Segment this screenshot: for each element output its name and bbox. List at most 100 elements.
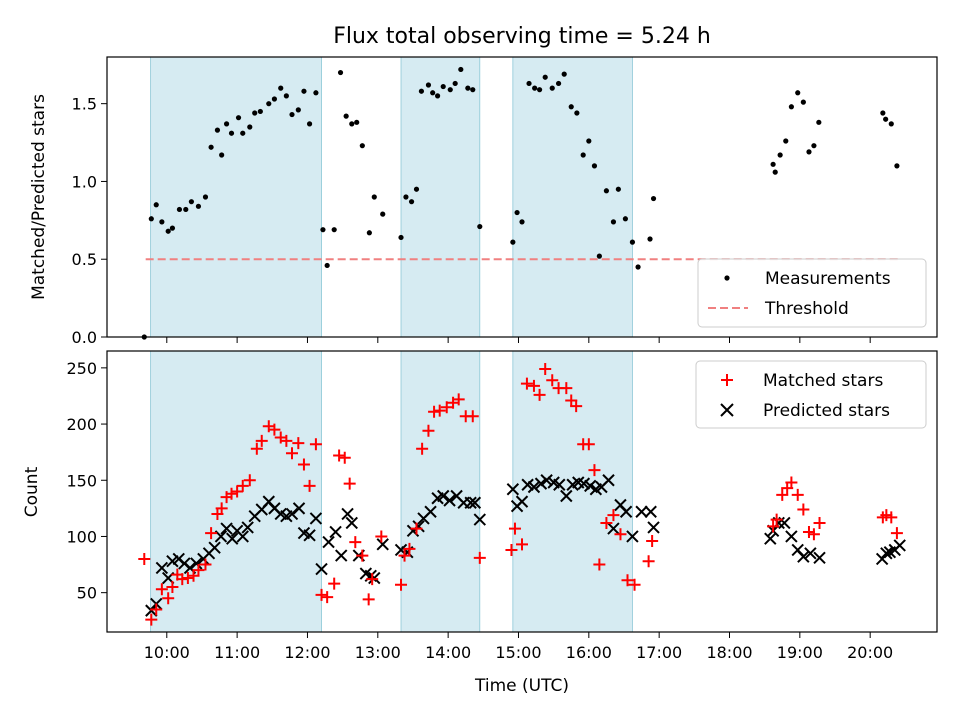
measurement-point <box>425 82 432 88</box>
predicted-star-point <box>236 530 249 543</box>
predicted-star-point <box>534 477 548 490</box>
legend-predicted-label: Predicted stars <box>763 401 890 421</box>
top-shaded-intervals <box>150 56 633 338</box>
matched-star-point <box>145 613 158 626</box>
matched-star-point <box>508 522 521 535</box>
measurement-point <box>343 113 349 119</box>
predicted-star-point <box>376 538 389 551</box>
measurement-point <box>324 262 330 269</box>
predicted-star-point <box>473 513 487 526</box>
measurement-point <box>398 234 404 241</box>
predicted-star-point <box>647 521 660 534</box>
measurement-point <box>208 144 214 150</box>
predicted-star-point <box>785 530 798 543</box>
matched-star-point <box>466 410 479 423</box>
predicted-star-point <box>220 522 233 535</box>
predicted-star-point <box>764 532 777 545</box>
measurement-point <box>153 202 159 208</box>
measurement-point <box>788 104 794 110</box>
measurement-point <box>536 87 543 93</box>
measurement-point <box>622 216 628 222</box>
measurement-point <box>176 206 183 213</box>
matched-star-point <box>215 502 228 515</box>
measurement-point <box>266 101 272 107</box>
matched-star-point <box>539 362 552 375</box>
measurement-point <box>240 130 246 136</box>
matched-star-point <box>807 528 820 541</box>
matched-star-point <box>885 511 898 524</box>
predicted-star-point <box>437 489 450 503</box>
predicted-star-point <box>341 507 354 521</box>
measurement-point <box>278 85 284 91</box>
measurement-point <box>247 124 253 130</box>
predicted-star-point <box>560 489 573 503</box>
matched-star-point <box>199 558 212 571</box>
measurement-point <box>477 223 483 230</box>
x-tick-label: 18:00 <box>706 643 752 662</box>
measurement-point <box>603 188 610 194</box>
measurement-point <box>806 149 812 155</box>
measurement-point <box>549 85 555 91</box>
top-y-tick-label: 1.5 <box>72 95 97 114</box>
top-shaded-interval <box>400 56 481 338</box>
x-tick-label: 15:00 <box>495 643 541 662</box>
measurement-point <box>519 219 525 225</box>
matched-star-point <box>422 424 435 437</box>
matched-star-point <box>546 374 559 387</box>
matched-star-point <box>255 434 268 447</box>
legend-measurements-marker <box>724 275 730 281</box>
measurement-point <box>403 194 409 200</box>
matched-star-point <box>593 558 606 571</box>
predicted-star-point <box>424 505 437 518</box>
matched-star-point <box>166 581 179 594</box>
matched-star-point <box>205 527 218 540</box>
measurement-point <box>880 110 886 116</box>
predicted-star-point <box>635 505 648 518</box>
matched-star-point <box>155 583 168 596</box>
top-plot-frame <box>106 56 938 338</box>
measurement-point <box>371 194 377 200</box>
top-legend: Measurements Threshold <box>697 258 927 328</box>
matched-star-point <box>138 552 151 565</box>
x-tick-label: 17:00 <box>636 643 682 662</box>
measurement-point <box>888 121 894 127</box>
matched-star-point <box>231 485 244 498</box>
measurement-point <box>337 69 344 76</box>
measurement-point <box>235 115 242 121</box>
predicted-star-point <box>309 512 323 525</box>
top-y-tick-label: 1.0 <box>72 172 97 191</box>
bottom-shaded-interval <box>512 350 633 633</box>
top-panel: 0.0 0.5 1.0 1.5 Matched/Predicted stars Mea… <box>29 56 938 347</box>
predicted-star-point <box>335 549 348 562</box>
predicted-star-point <box>368 571 381 585</box>
predicted-star-point <box>322 535 335 549</box>
matched-star-point <box>338 451 351 464</box>
matched-star-point <box>162 592 175 605</box>
matched-star-point <box>356 549 369 562</box>
measurement-point <box>183 206 189 213</box>
matched-star-point <box>309 438 322 451</box>
measurement-point <box>430 90 436 96</box>
measurement-point <box>510 239 516 245</box>
matched-star-point <box>767 520 780 533</box>
measurement-point <box>202 194 209 200</box>
matched-star-point <box>570 400 583 413</box>
x-tick-label: 14:00 <box>425 643 471 662</box>
measurement-point <box>615 186 621 192</box>
chart-title: Flux total observing time = 5.24 h <box>333 24 711 49</box>
measurement-point <box>470 87 476 93</box>
matched-star-point <box>646 534 659 547</box>
matched-star-point <box>349 536 362 549</box>
matched-star-point <box>582 438 595 451</box>
matched-star-point <box>250 442 263 455</box>
predicted-star-point <box>813 551 826 565</box>
measurement-point <box>777 152 783 158</box>
predicted-star-point <box>515 495 529 508</box>
matched-star-point <box>440 401 453 414</box>
bottom-y-tick-label: 50 <box>77 584 97 603</box>
measurement-point <box>568 104 574 110</box>
matched-star-point <box>303 479 316 492</box>
x-tick-label: 13:00 <box>355 643 401 662</box>
predicted-star-point <box>893 539 906 552</box>
bottom-y-axis-label: Count <box>22 466 42 517</box>
